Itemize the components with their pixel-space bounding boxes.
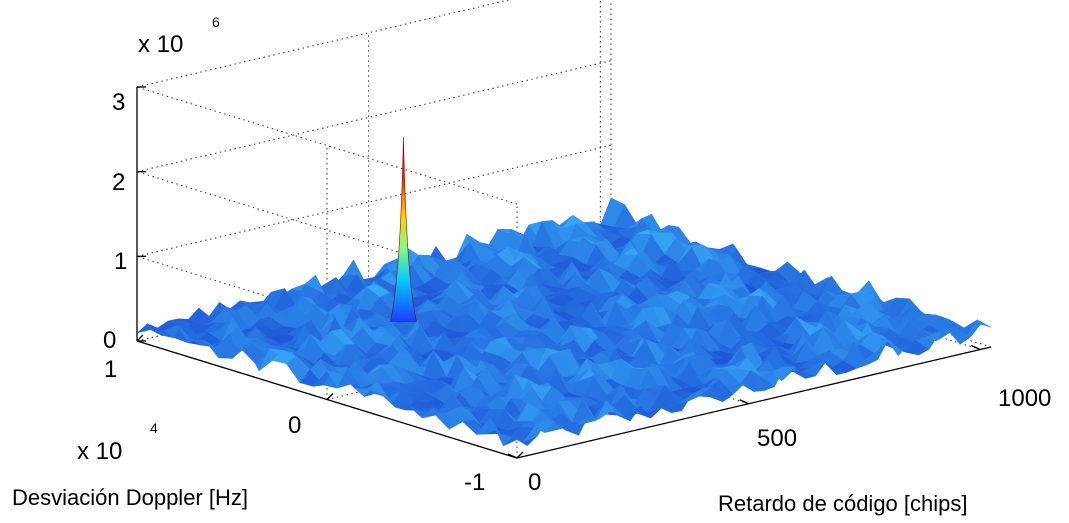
y-scale-label: x 10: [77, 438, 122, 465]
y-tick-0: 0: [288, 412, 301, 439]
x-axis-tick-1: [739, 399, 749, 405]
x-tick-500: 500: [757, 425, 797, 452]
y-tick-1: 1: [104, 356, 117, 383]
x-tick-1000: 1000: [998, 385, 1051, 412]
z-tick-0: 0: [103, 327, 116, 354]
grid-back-wall-1: [136, 144, 612, 257]
y-axis-label: Desviación Doppler [Hz]: [12, 485, 248, 510]
x-axis-line: [516, 346, 992, 459]
surface-cell: [966, 319, 992, 336]
grid-back-wall-3: [136, 0, 511, 88]
z-scale-exponent: 6: [212, 14, 220, 30]
axis-lines: [136, 86, 992, 459]
y-axis-tick-2: [516, 451, 524, 459]
x-tick-0: 0: [528, 469, 541, 496]
x-axis-label: Retardo de código [chips]: [718, 491, 968, 516]
grid-left-wall-3: [136, 86, 518, 205]
x-axis-tick-0: [507, 453, 518, 459]
y-scale-exponent: 4: [150, 420, 158, 436]
y-tick-minus1: -1: [464, 469, 485, 496]
z-tick-1: 1: [114, 248, 127, 275]
z-tick-2: 2: [112, 169, 125, 196]
surface: [136, 197, 992, 447]
y-axis-tick-0: [136, 334, 144, 342]
z-scale-label: x 10: [138, 31, 183, 58]
y-axis-tick-1: [326, 393, 334, 400]
x-axis-tick-2: [971, 344, 981, 351]
z-tick-3: 3: [112, 89, 125, 116]
grid-back-wall-2: [136, 60, 612, 173]
correlation-peak: [390, 137, 417, 322]
